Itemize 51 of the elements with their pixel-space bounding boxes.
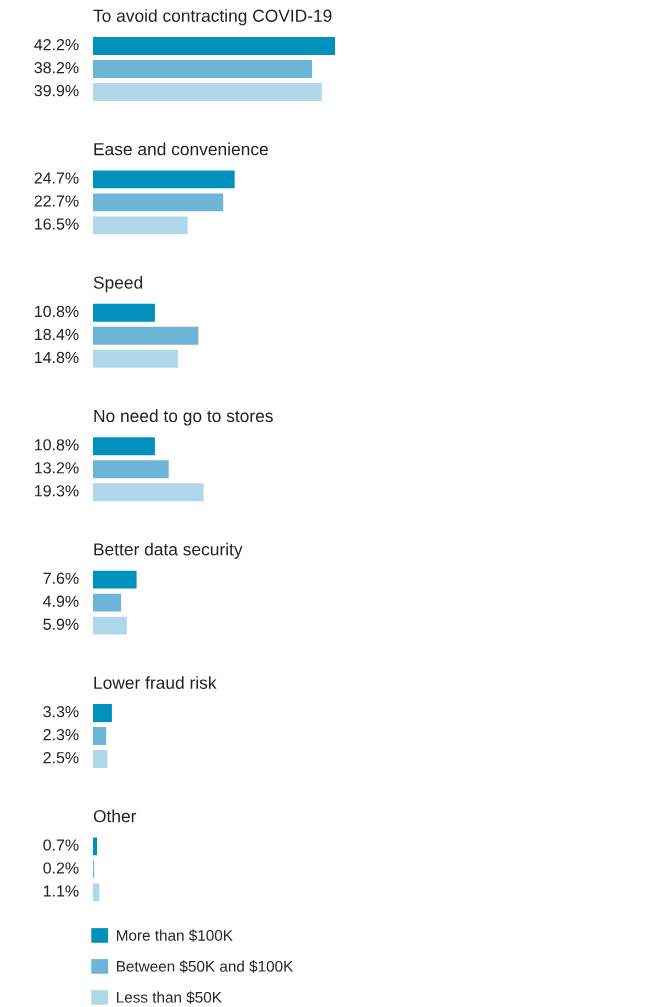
data-label: 19.3% xyxy=(35,485,79,497)
data-label: 14.8% xyxy=(35,351,79,364)
data-label: 2.3% xyxy=(43,728,79,741)
data-label: 3.3% xyxy=(43,705,79,718)
bar xyxy=(93,349,178,368)
data-label: 0.7% xyxy=(43,839,79,851)
data-label: 24.7% xyxy=(34,172,79,184)
data-label: 39.9% xyxy=(34,84,79,97)
bar xyxy=(93,704,112,722)
data-label: 22.7% xyxy=(34,195,79,207)
data-label: 4.9% xyxy=(43,595,79,607)
bar xyxy=(93,216,188,235)
bar xyxy=(93,60,313,78)
bar xyxy=(93,303,155,322)
data-label: 18.4% xyxy=(35,328,79,341)
data-label: 38.2% xyxy=(34,61,79,74)
y-tick-label: To avoid contracting COVID-19 xyxy=(93,9,332,26)
bar xyxy=(93,616,127,635)
y-tick-label: Speed xyxy=(93,275,143,293)
bar xyxy=(93,483,204,502)
data-label: 5.9% xyxy=(43,618,79,630)
bar xyxy=(93,37,335,55)
bar xyxy=(93,437,155,456)
legend-label: Less than $50K xyxy=(117,991,222,1004)
data-label: 7.6% xyxy=(43,572,79,584)
bar xyxy=(93,326,199,345)
data-label: 2.5% xyxy=(43,751,79,764)
bar xyxy=(93,170,235,189)
bar xyxy=(93,593,122,612)
data-label: 16.5% xyxy=(35,218,79,230)
data-label: 42.2% xyxy=(34,38,79,51)
bar xyxy=(93,570,137,589)
bar xyxy=(93,727,107,745)
bar xyxy=(93,460,169,479)
legend-label: More than $100K xyxy=(117,929,233,942)
y-tick-label: Lower fraud risk xyxy=(94,676,217,689)
y-tick-label: Other xyxy=(93,809,137,823)
bar xyxy=(93,883,100,902)
data-label: 0.2% xyxy=(43,862,79,874)
data-label: 10.8% xyxy=(35,305,79,318)
legend-label: Between $50K and $100K xyxy=(117,960,294,973)
bar xyxy=(93,193,224,212)
y-tick-label: Ease and convenience xyxy=(94,142,268,156)
bar xyxy=(93,83,322,101)
y-tick-label: No need to go to stores xyxy=(94,409,273,426)
data-label: 13.2% xyxy=(35,462,79,474)
data-label: 10.8% xyxy=(35,439,79,451)
data-label: 1.1% xyxy=(43,885,79,897)
y-tick-label: Better data security xyxy=(94,542,243,559)
bar xyxy=(93,750,108,768)
bar xyxy=(93,837,98,856)
